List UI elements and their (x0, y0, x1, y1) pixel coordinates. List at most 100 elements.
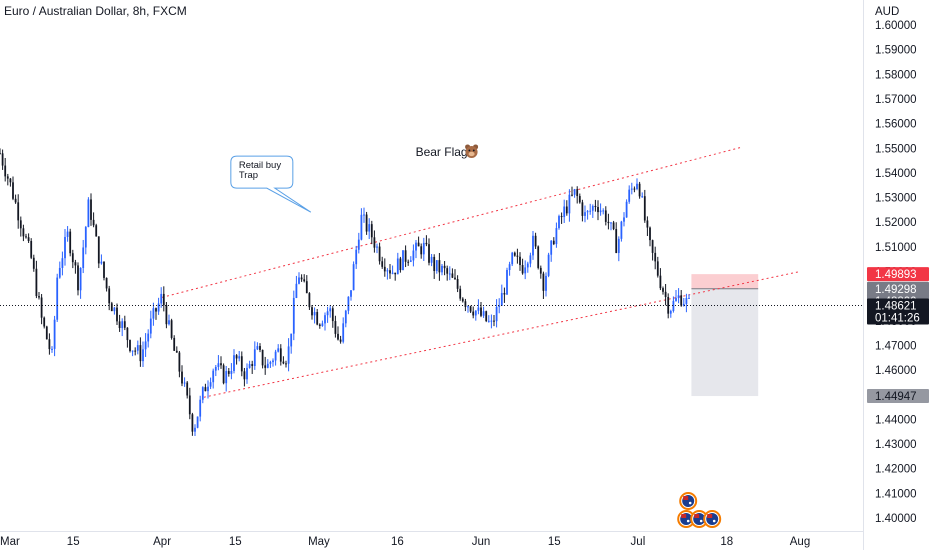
candle-up[interactable] (194, 427, 196, 432)
candle-up[interactable] (298, 277, 300, 284)
candle-down[interactable] (110, 303, 113, 312)
candle-down[interactable] (126, 327, 129, 341)
candle-down[interactable] (175, 350, 178, 353)
candle-up[interactable] (573, 189, 576, 195)
candle-up[interactable] (225, 371, 228, 384)
candle-up[interactable] (58, 267, 61, 278)
candle-down[interactable] (227, 371, 230, 374)
candle-down[interactable] (173, 337, 176, 351)
candle-up[interactable] (500, 293, 503, 306)
candle-up[interactable] (277, 348, 280, 352)
candle-down[interactable] (204, 387, 207, 392)
candle-down[interactable] (373, 237, 376, 248)
candle-down[interactable] (282, 361, 285, 364)
candle-up[interactable] (623, 217, 625, 222)
candle-down[interactable] (25, 236, 27, 238)
candle-down[interactable] (446, 268, 449, 274)
candle-up[interactable] (617, 238, 620, 253)
candle-up[interactable] (506, 269, 508, 295)
candle-down[interactable] (118, 321, 121, 329)
candle-down[interactable] (394, 272, 397, 275)
candle-up[interactable] (199, 399, 202, 417)
candle-down[interactable] (664, 291, 667, 297)
candle-down[interactable] (331, 308, 334, 322)
candle-down[interactable] (19, 220, 22, 229)
candle-up[interactable] (253, 349, 256, 367)
candle-down[interactable] (654, 252, 657, 262)
candle-down[interactable] (222, 365, 225, 384)
candle-down[interactable] (14, 198, 17, 203)
candle-down[interactable] (604, 210, 607, 222)
candle-up[interactable] (152, 308, 155, 319)
price-axis[interactable]: AUD 1.60000 1.59000 1.58000 1.57000 1.56000 1… (863, 0, 917, 550)
candle-up[interactable] (412, 250, 415, 261)
candle-down[interactable] (370, 224, 373, 238)
candle-up[interactable] (53, 319, 56, 349)
candle-up[interactable] (363, 214, 365, 216)
candle-up[interactable] (415, 242, 417, 251)
candle-up[interactable] (467, 306, 469, 308)
candle-down[interactable] (516, 255, 519, 257)
candle-down[interactable] (139, 345, 142, 362)
candle-down[interactable] (607, 221, 610, 224)
candle-up[interactable] (641, 196, 644, 198)
candle-up[interactable] (113, 307, 116, 312)
candle-down[interactable] (4, 165, 7, 177)
candle-up[interactable] (529, 255, 532, 264)
candle-down[interactable] (428, 244, 430, 263)
candle-up[interactable] (672, 300, 675, 312)
candle-down[interactable] (17, 202, 20, 221)
candle-down[interactable] (155, 308, 157, 312)
candle-up[interactable] (266, 363, 269, 368)
candle-down[interactable] (134, 350, 137, 352)
candle-up[interactable] (295, 283, 298, 298)
event-markers[interactable] (677, 492, 722, 528)
candle-down[interactable] (251, 364, 254, 367)
candle-down[interactable] (680, 295, 683, 306)
candle-down[interactable] (519, 256, 521, 266)
candle-down[interactable] (12, 182, 14, 199)
candle-up[interactable] (149, 318, 152, 334)
candle-down[interactable] (71, 253, 74, 263)
candle-down[interactable] (594, 205, 597, 208)
candle-down[interactable] (399, 258, 402, 271)
candle-down[interactable] (433, 256, 436, 271)
candle-down[interactable] (6, 176, 9, 179)
candle-down[interactable] (417, 242, 420, 247)
candle-up[interactable] (628, 189, 631, 202)
candle-up[interactable] (487, 320, 490, 322)
candle-down[interactable] (534, 235, 537, 247)
candle-down[interactable] (571, 194, 573, 196)
candle-up[interactable] (121, 321, 124, 329)
candle-up[interactable] (272, 360, 274, 363)
candle-up[interactable] (558, 216, 560, 229)
candle-up[interactable] (669, 311, 672, 314)
candle-up[interactable] (441, 265, 443, 273)
candle-up[interactable] (350, 290, 352, 297)
candle-down[interactable] (485, 311, 488, 322)
candle-down[interactable] (378, 246, 381, 262)
candle-down[interactable] (337, 333, 339, 340)
candle-up[interactable] (238, 356, 241, 359)
candle-up[interactable] (508, 264, 511, 270)
candle-down[interactable] (92, 219, 95, 226)
candle-up[interactable] (625, 201, 628, 218)
candle-up[interactable] (287, 346, 290, 364)
candle-up[interactable] (79, 267, 82, 291)
candle-up[interactable] (555, 228, 558, 245)
candle-up[interactable] (64, 236, 66, 259)
candle-up[interactable] (409, 260, 412, 262)
candle-up[interactable] (352, 264, 355, 291)
candle-down[interactable] (188, 395, 191, 415)
candle-down[interactable] (381, 261, 384, 267)
candle-up[interactable] (357, 239, 360, 250)
candle-down[interactable] (560, 216, 563, 218)
candle-up[interactable] (196, 416, 199, 428)
candle-down[interactable] (576, 189, 579, 197)
channel-lower-line[interactable] (203, 271, 801, 398)
candle-down[interactable] (383, 266, 386, 272)
candle-down[interactable] (308, 293, 311, 308)
candle-up[interactable] (482, 311, 485, 316)
candle-down[interactable] (581, 202, 584, 216)
